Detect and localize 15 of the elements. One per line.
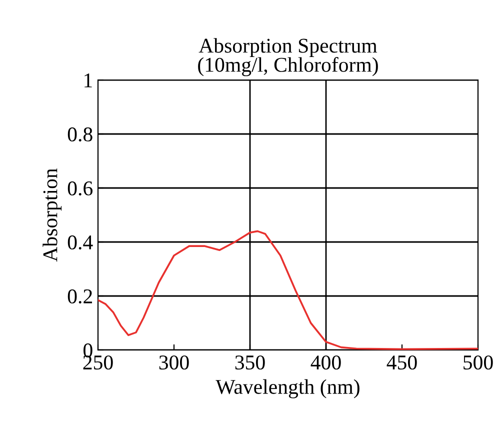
x-tick-label: 250 <box>83 355 113 370</box>
chart-title: Absorption Spectrum (10mg/l, Chloroform) <box>198 38 378 76</box>
x-tick-label: 400 <box>310 355 341 370</box>
y-tick-label: 0.2 <box>68 289 92 304</box>
x-tick-label: 350 <box>235 355 265 370</box>
x-tick-label: 300 <box>159 355 189 370</box>
y-tick-label: 0 <box>84 343 92 358</box>
x-axis-title: Wavelength (nm) <box>216 379 360 398</box>
y-axis-title: Absorption <box>42 168 62 262</box>
y-tick-label: 1 <box>84 73 92 88</box>
x-tick-label: 450 <box>386 355 417 370</box>
y-tick-label: 0.8 <box>68 127 92 142</box>
y-tick-label: 0.6 <box>68 181 93 196</box>
x-tick-label: 500 <box>464 355 493 370</box>
y-tick-label: 0.4 <box>68 235 93 250</box>
